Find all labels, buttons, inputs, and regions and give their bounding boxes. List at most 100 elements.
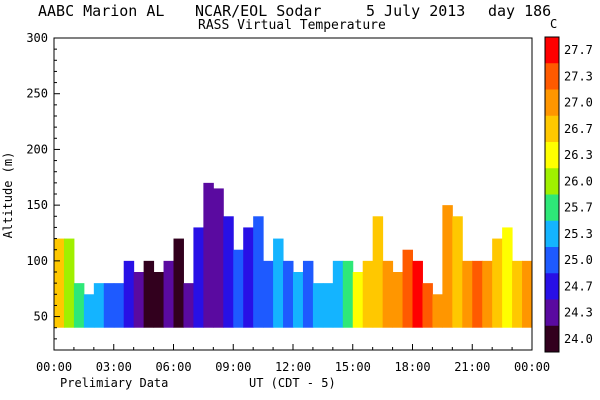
heatmap-cell-15 [203, 182, 214, 328]
colorbar-swatch [545, 273, 559, 300]
x-tick-label: 00:00 [36, 360, 72, 374]
y-axis: 50 100 150 200 250 300 [26, 31, 60, 340]
heatmap-cell-39 [442, 205, 453, 328]
x-tick-label: 03:00 [96, 360, 132, 374]
y-tick-label: 100 [26, 254, 48, 268]
heatmap-cell-13 [183, 283, 194, 328]
x-tick-label: 00:00 [514, 360, 550, 374]
colorbar-swatch [545, 299, 559, 327]
colorbar-swatch [545, 142, 559, 169]
x-tick-label: 15:00 [335, 360, 371, 374]
heatmap-cell-11 [163, 260, 174, 328]
site-name: AABC Marion AL [38, 2, 164, 20]
chart-date: 5 July 2013 [366, 2, 465, 20]
heatmap-area [54, 182, 533, 328]
y-tick-label: 150 [26, 198, 48, 212]
x-tick-label: 21:00 [454, 360, 490, 374]
heatmap-cell-33 [382, 260, 394, 328]
heatmap-cell-47 [522, 260, 533, 328]
heatmap-cell-17 [223, 216, 234, 328]
heatmap-cell-24 [293, 272, 304, 328]
heatmap-cell-9 [143, 260, 155, 328]
colorbar-tick-label: 25.3 [564, 227, 593, 241]
heatmap-cell-6 [113, 283, 125, 328]
heatmap-cell-8 [133, 272, 145, 328]
heatmap-cell-40 [452, 216, 463, 328]
colorbar-tick-label: 27.7 [564, 43, 593, 57]
heatmap-cell-0 [54, 238, 65, 328]
chart-subtitle: RASS Virtual Temperature [198, 18, 386, 33]
heatmap-cell-43 [482, 260, 493, 328]
colorbar-tick-label: 24.3 [564, 306, 593, 320]
heatmap-cell-31 [362, 260, 374, 328]
heatmap-cell-2 [73, 283, 85, 328]
heatmap-cell-14 [193, 227, 204, 328]
colorbar-swatch [545, 89, 559, 117]
preliminary-note: Prelimiary Data [60, 376, 168, 390]
colorbar-swatch [545, 37, 559, 64]
heatmap-cell-32 [372, 216, 384, 328]
heatmap-cell-26 [312, 283, 324, 328]
y-tick-label: 50 [34, 310, 48, 324]
heatmap-cell-1 [63, 238, 75, 328]
heatmap-cell-42 [472, 260, 483, 328]
colorbar-tick-label: 24.0 [564, 332, 593, 346]
heatmap-cell-28 [332, 260, 344, 328]
colorbar-swatch [545, 247, 559, 274]
x-tick-label: 09:00 [215, 360, 251, 374]
x-tick-label: 12:00 [275, 360, 311, 374]
chart-header: AABC Marion AL NCAR/EOL Sodar 5 July 201… [38, 2, 551, 33]
heatmap-cell-20 [253, 216, 264, 328]
colorbar-unit: C [550, 17, 557, 31]
heatmap-cell-38 [432, 294, 443, 328]
colorbar-border [544, 36, 560, 353]
heatmap-cell-46 [512, 260, 523, 328]
colorbar: 27.7 27.3 27.0 26.7 26.3 26.0 25.7 25.3 25.0 24.7… [544, 36, 593, 353]
colorbar-tick-label: 25.7 [564, 201, 593, 215]
y-tick-label: 250 [26, 87, 48, 101]
heatmap-cell-35 [402, 249, 413, 328]
heatmap-cell-23 [283, 260, 294, 328]
x-axis-label: UT (CDT - 5) [249, 376, 336, 390]
heatmap-cell-45 [502, 227, 513, 328]
heatmap-cell-41 [462, 260, 473, 328]
day-of-year: day 186 [488, 2, 551, 20]
colorbar-tick-label: 26.7 [564, 122, 593, 136]
colorbar-swatch [545, 168, 559, 195]
heatmap-cell-37 [422, 283, 433, 328]
heatmap-cell-27 [322, 283, 334, 328]
heatmap-cell-30 [352, 272, 364, 328]
colorbar-tick-label: 24.7 [564, 279, 593, 293]
heatmap-cell-22 [273, 238, 284, 328]
y-axis-label: Altitude (m) [1, 152, 15, 239]
colorbar-tick-label: 25.0 [564, 253, 593, 267]
x-tick-label: 18:00 [394, 360, 430, 374]
heatmap-cell-44 [492, 238, 503, 328]
y-tick-label: 300 [26, 31, 48, 45]
heatmap-cell-3 [83, 294, 95, 328]
heatmap-cell-7 [123, 260, 135, 328]
x-axis: 00:00 03:00 06:00 09:00 12:00 15:00 18:00 21:00… [36, 344, 550, 374]
colorbar-swatch [545, 63, 559, 90]
heatmap-cell-29 [342, 260, 354, 328]
heatmap-cell-34 [392, 272, 404, 328]
colorbar-swatch [545, 194, 559, 222]
heatmap-cell-5 [103, 283, 115, 328]
colorbar-tick-label: 26.3 [564, 148, 593, 162]
y-tick-label: 200 [26, 142, 48, 156]
heatmap-cell-36 [412, 260, 423, 328]
colorbar-swatch [545, 115, 559, 143]
heatmap-cell-12 [173, 238, 184, 328]
heatmap-cell-4 [93, 283, 105, 328]
colorbar-tick-label: 27.3 [564, 69, 593, 83]
colorbar-tick-label: 26.0 [564, 174, 593, 188]
heatmap-cell-10 [153, 272, 165, 328]
heatmap-cell-18 [233, 249, 244, 328]
colorbar-swatch [545, 220, 559, 248]
x-tick-label: 06:00 [155, 360, 191, 374]
colorbar-swatch [545, 325, 559, 353]
colorbar-tick-label: 27.0 [564, 96, 593, 110]
heatmap-cell-16 [213, 188, 224, 328]
instrument-name: NCAR/EOL Sodar [195, 2, 321, 20]
